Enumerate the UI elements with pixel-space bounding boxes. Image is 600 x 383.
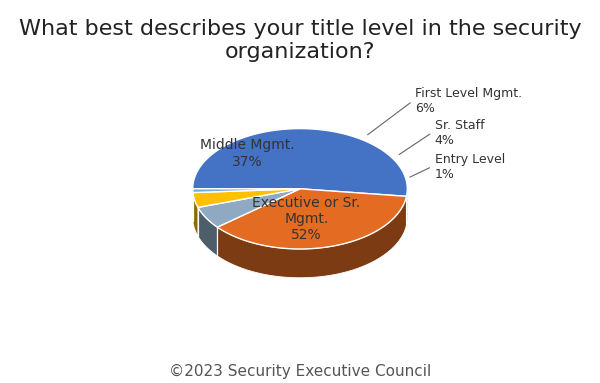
Polygon shape (217, 196, 406, 278)
Polygon shape (198, 207, 217, 256)
Polygon shape (193, 193, 198, 236)
Polygon shape (193, 129, 407, 196)
Polygon shape (406, 189, 407, 225)
Text: ©2023 Security Executive Council: ©2023 Security Executive Council (169, 364, 431, 379)
Text: Sr. Staff
4%: Sr. Staff 4% (435, 118, 484, 147)
Text: Executive or Sr.
Mgmt.
52%: Executive or Sr. Mgmt. 52% (253, 196, 361, 242)
Text: What best describes your title level in the security
organization?: What best describes your title level in … (19, 19, 581, 62)
Text: First Level Mgmt.
6%: First Level Mgmt. 6% (415, 87, 522, 115)
Polygon shape (198, 189, 300, 227)
Text: Middle Mgmt.
37%: Middle Mgmt. 37% (200, 138, 295, 169)
Text: Entry Level
1%: Entry Level 1% (435, 152, 505, 180)
Polygon shape (193, 189, 300, 207)
Polygon shape (217, 189, 406, 249)
Ellipse shape (193, 157, 407, 278)
Polygon shape (193, 189, 300, 193)
